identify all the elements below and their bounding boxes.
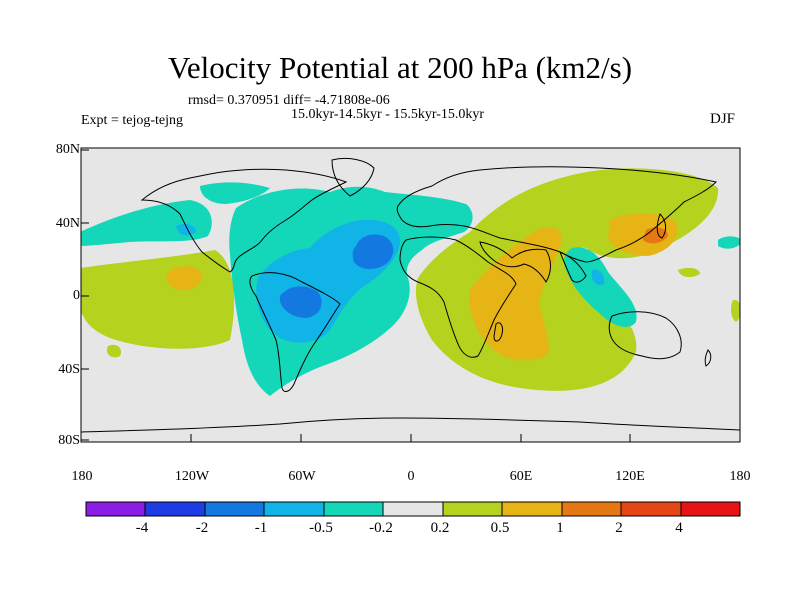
positive-region-north-pacific [678,267,700,278]
negative-core-north-pacific [176,224,196,236]
lon-label-60e: 60E [509,469,533,484]
negative-core-indonesia [591,269,605,286]
negative-region-maritime-continent [564,247,637,327]
colorbar-swatch [263,501,325,517]
colorbar-label: -0.5 [309,520,333,536]
contour-field [81,157,740,433]
lon-label-60w: 60W [288,469,316,484]
colorbar-swatch [204,501,265,517]
lat-label-equator: 0 [73,288,80,303]
colorbar-swatch [680,501,741,517]
colorbar-label: -1 [254,520,268,536]
negative-peak-north-atlantic [352,234,394,270]
positive-region-east-edge [731,299,740,322]
colorbar-swatch [620,501,682,517]
lon-label-120e: 120E [615,469,645,484]
rmsd-diff-stats: rmsd= 0.370951 diff= -4.71808e-06 [188,93,390,108]
coastlines [81,157,740,433]
lon-label-180w: 180 [71,469,93,484]
lat-label-40s: 40S [58,362,80,377]
positive-region-south-pacific [106,344,122,358]
lat-label-40n: 40N [55,216,80,231]
colorbar [85,501,741,517]
negative-region-north-america [200,182,270,204]
colorbar-swatch [442,501,503,517]
colorbar-label: 0.2 [430,520,450,536]
positive-region-west-edge [81,298,96,317]
coastline-japan [656,213,667,239]
colorbar-swatch [85,501,146,517]
coastline-new-zealand [704,349,712,367]
negative-peak-brazil [279,286,322,318]
coastline-madagascar [493,322,503,342]
colorbar-label: 2 [615,520,623,536]
colorbar-label: 4 [675,520,683,536]
coastline-south-america [249,272,341,392]
colorbar-label: -0.2 [369,520,393,536]
coastline-africa [399,236,517,358]
chart-title: Velocity Potential at 200 hPa (km2/s) [167,50,633,85]
negative-region-north-pacific [81,200,212,246]
coastline-north-america [140,168,348,273]
coastline-greenland [331,157,375,197]
season-label: DJF [710,111,736,127]
negative-region-west-pacific [718,236,740,249]
coastline-antarctica [81,417,740,433]
colorbar-swatch [561,501,622,517]
lon-label-180e: 180 [729,469,751,484]
colorbar-swatch [323,501,384,517]
lon-label-120w: 120W [174,469,210,484]
lat-ticks [81,149,89,441]
colorbar-label: -2 [195,520,209,536]
colorbar-label: 0.5 [490,520,510,536]
colorbar-label: 1 [556,520,564,536]
colorbar-label: -4 [135,520,149,536]
coastline-europe-asia [396,166,717,263]
coastline-australia [608,311,682,360]
positive-core-africa [469,227,562,361]
colorbar-swatch [501,501,563,517]
lon-ticks [190,434,631,442]
coastline-southeast-asia [559,251,587,283]
colorbar-swatch [144,501,206,517]
positive-peak-japan [643,227,668,244]
period-subtitle: 15.0kyr-14.5kyr - 15.5kyr-15.0kyr [291,107,485,122]
lon-label-0: 0 [407,469,415,484]
lat-label-80s: 80S [58,433,80,448]
colorbar-swatch [382,501,444,517]
positive-core-east-pacific [166,266,202,291]
coastline-arabia-india [479,241,551,283]
experiment-label: Expt = tejog-tejng [81,113,183,128]
lat-label-80n: 80N [55,142,80,157]
